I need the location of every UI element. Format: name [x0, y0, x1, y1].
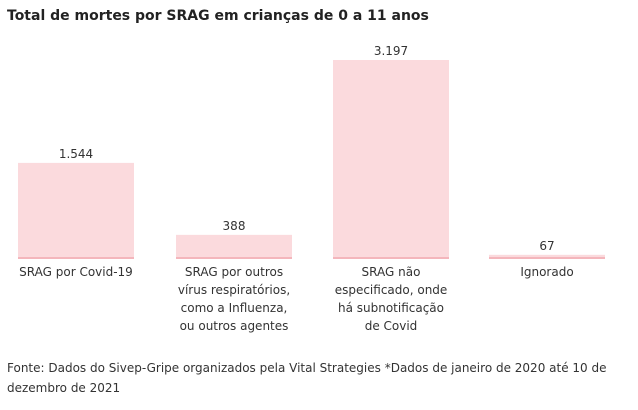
- category-label-outros-virus: SRAG por outros vírus respiratórios, com…: [177, 265, 291, 333]
- category-label-nao-especificado: SRAG não especificado, onde há subnotifi…: [334, 265, 448, 333]
- value-label-nao-especificado: 3.197: [374, 44, 408, 58]
- value-label-ignorado: 67: [539, 239, 554, 253]
- bar-ignorado: [489, 254, 605, 259]
- value-label-outros-virus: 388: [223, 219, 246, 233]
- category-label-ignorado: Ignorado: [520, 265, 574, 279]
- bar-covid-19: [18, 162, 134, 259]
- bar-outros-virus: [176, 234, 292, 259]
- bar-chart: 1.544 388 3.197 67: [18, 44, 605, 259]
- chart-title: Total de mortes por SRAG em crianças de …: [7, 8, 429, 24]
- source-note: Fonte: Dados do Sivep-Gripe organizados …: [7, 361, 607, 395]
- bar-nao-especificado: [333, 60, 449, 259]
- category-label-covid-19: SRAG por Covid-19: [19, 265, 133, 279]
- value-label-covid-19: 1.544: [59, 147, 93, 161]
